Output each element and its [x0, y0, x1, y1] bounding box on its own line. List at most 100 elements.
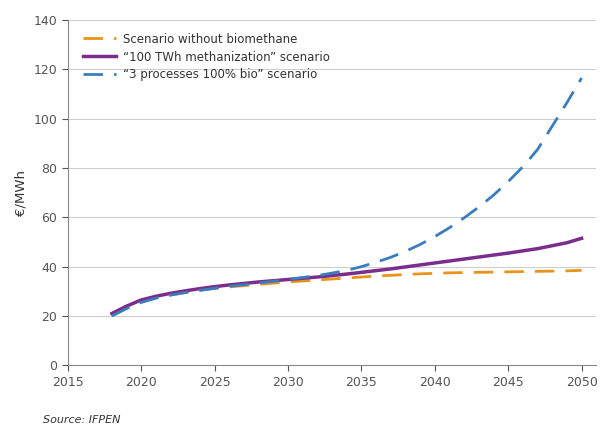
Scenario without biomethane	[123, 305, 130, 310]
Scenario without biomethane	[328, 276, 336, 281]
“100 TWh methanization” scenario	[416, 262, 424, 267]
Scenario without biomethane	[240, 283, 247, 288]
Scenario without biomethane	[548, 269, 556, 274]
“100 TWh methanization” scenario	[240, 281, 247, 286]
“3 processes 100% bio” scenario	[534, 147, 542, 152]
“3 processes 100% bio” scenario	[182, 290, 189, 295]
Scenario without biomethane	[490, 269, 497, 275]
“3 processes 100% bio” scenario	[460, 215, 468, 221]
“100 TWh methanization” scenario	[548, 243, 556, 248]
“100 TWh methanization” scenario	[167, 291, 174, 296]
“100 TWh methanization” scenario	[387, 266, 394, 272]
“3 processes 100% bio” scenario	[416, 242, 424, 247]
“100 TWh methanization” scenario	[490, 252, 497, 258]
Scenario without biomethane	[284, 279, 292, 284]
“3 processes 100% bio” scenario	[519, 164, 527, 169]
Scenario without biomethane	[475, 270, 483, 275]
Scenario without biomethane	[460, 270, 468, 275]
Scenario without biomethane	[534, 269, 542, 274]
“100 TWh methanization” scenario	[578, 236, 585, 241]
“100 TWh methanization” scenario	[152, 294, 160, 299]
“3 processes 100% bio” scenario	[446, 225, 453, 230]
Scenario without biomethane	[196, 288, 204, 293]
“100 TWh methanization” scenario	[519, 248, 527, 253]
Scenario without biomethane	[358, 275, 365, 280]
Scenario without biomethane	[167, 292, 174, 298]
“100 TWh methanization” scenario	[402, 264, 409, 269]
Scenario without biomethane	[299, 278, 306, 283]
Scenario without biomethane	[138, 299, 145, 304]
“3 processes 100% bio” scenario	[255, 280, 262, 286]
“3 processes 100% bio” scenario	[328, 271, 336, 276]
“3 processes 100% bio” scenario	[138, 300, 145, 305]
“3 processes 100% bio” scenario	[343, 268, 351, 273]
Scenario without biomethane	[578, 268, 585, 273]
Scenario without biomethane	[416, 271, 424, 276]
“100 TWh methanization” scenario	[196, 286, 204, 291]
“3 processes 100% bio” scenario	[225, 284, 233, 289]
Scenario without biomethane	[387, 273, 394, 278]
“100 TWh methanization” scenario	[314, 275, 321, 280]
“3 processes 100% bio” scenario	[563, 100, 570, 105]
“100 TWh methanization” scenario	[534, 246, 542, 251]
Scenario without biomethane	[402, 272, 409, 277]
Line: “100 TWh methanization” scenario: “100 TWh methanization” scenario	[112, 238, 581, 314]
Line: “3 processes 100% bio” scenario: “3 processes 100% bio” scenario	[112, 78, 581, 316]
Scenario without biomethane	[505, 269, 512, 275]
“100 TWh methanization” scenario	[299, 276, 306, 281]
“3 processes 100% bio” scenario	[211, 286, 219, 291]
“100 TWh methanization” scenario	[460, 256, 468, 261]
Scenario without biomethane	[519, 269, 527, 274]
Scenario without biomethane	[108, 312, 115, 317]
“3 processes 100% bio” scenario	[314, 273, 321, 278]
Scenario without biomethane	[314, 278, 321, 283]
Scenario without biomethane	[563, 268, 570, 273]
“3 processes 100% bio” scenario	[373, 260, 380, 265]
“100 TWh methanization” scenario	[138, 298, 145, 303]
“100 TWh methanization” scenario	[358, 270, 365, 275]
Y-axis label: €/MWh: €/MWh	[15, 170, 28, 215]
Scenario without biomethane	[373, 274, 380, 279]
“3 processes 100% bio” scenario	[108, 314, 115, 319]
“3 processes 100% bio” scenario	[299, 275, 306, 280]
Scenario without biomethane	[182, 290, 189, 295]
“100 TWh methanization” scenario	[343, 272, 351, 277]
“100 TWh methanization” scenario	[225, 282, 233, 287]
“3 processes 100% bio” scenario	[240, 282, 247, 287]
“3 processes 100% bio” scenario	[490, 193, 497, 198]
“100 TWh methanization” scenario	[211, 284, 219, 289]
“3 processes 100% bio” scenario	[548, 124, 556, 129]
Line: Scenario without biomethane: Scenario without biomethane	[112, 270, 581, 315]
“3 processes 100% bio” scenario	[387, 255, 394, 260]
“100 TWh methanization” scenario	[123, 303, 130, 309]
Legend: Scenario without biomethane, “100 TWh methanization” scenario, “3 processes 100%: Scenario without biomethane, “100 TWh me…	[79, 29, 333, 85]
“100 TWh methanization” scenario	[475, 255, 483, 260]
“3 processes 100% bio” scenario	[284, 277, 292, 282]
“100 TWh methanization” scenario	[563, 240, 570, 245]
Scenario without biomethane	[211, 286, 219, 291]
“3 processes 100% bio” scenario	[402, 249, 409, 254]
“3 processes 100% bio” scenario	[475, 204, 483, 210]
Scenario without biomethane	[255, 282, 262, 287]
“100 TWh methanization” scenario	[108, 311, 115, 316]
“100 TWh methanization” scenario	[328, 273, 336, 278]
“100 TWh methanization” scenario	[284, 277, 292, 282]
Scenario without biomethane	[225, 284, 233, 289]
Scenario without biomethane	[446, 270, 453, 275]
“3 processes 100% bio” scenario	[358, 264, 365, 269]
Text: Source: IFPEN: Source: IFPEN	[43, 415, 120, 425]
“100 TWh methanization” scenario	[270, 278, 277, 283]
“3 processes 100% bio” scenario	[123, 306, 130, 311]
“100 TWh methanization” scenario	[446, 258, 453, 264]
Scenario without biomethane	[343, 275, 351, 281]
“100 TWh methanization” scenario	[431, 261, 438, 266]
“100 TWh methanization” scenario	[255, 279, 262, 284]
“3 processes 100% bio” scenario	[152, 296, 160, 301]
Scenario without biomethane	[431, 271, 438, 276]
“3 processes 100% bio” scenario	[578, 75, 585, 80]
Scenario without biomethane	[152, 295, 160, 300]
“3 processes 100% bio” scenario	[505, 179, 512, 184]
“3 processes 100% bio” scenario	[167, 292, 174, 298]
Scenario without biomethane	[270, 280, 277, 286]
“3 processes 100% bio” scenario	[431, 234, 438, 239]
